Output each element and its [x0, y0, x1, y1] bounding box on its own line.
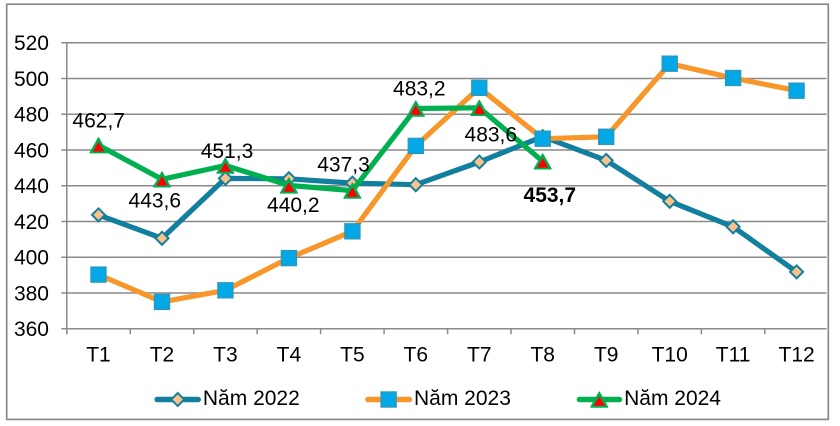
svg-text:Năm 2024: Năm 2024 [624, 387, 721, 410]
svg-text:480: 480 [14, 104, 49, 127]
svg-text:400: 400 [14, 247, 49, 270]
svg-text:T11: T11 [716, 344, 751, 367]
svg-text:440: 440 [14, 175, 49, 198]
svg-text:483,6: 483,6 [465, 124, 518, 147]
svg-text:T7: T7 [467, 344, 492, 367]
svg-text:453,7: 453,7 [524, 184, 577, 207]
svg-text:462,7: 462,7 [72, 110, 125, 133]
svg-text:440,2: 440,2 [267, 194, 320, 217]
svg-text:T6: T6 [404, 344, 429, 367]
svg-text:T3: T3 [213, 344, 238, 367]
svg-text:500: 500 [14, 68, 49, 91]
svg-text:460: 460 [14, 139, 49, 162]
svg-text:Năm 2023: Năm 2023 [414, 387, 511, 410]
svg-text:T8: T8 [530, 344, 555, 367]
svg-text:T5: T5 [340, 344, 365, 367]
svg-text:451,3: 451,3 [201, 140, 254, 163]
svg-text:T2: T2 [150, 344, 175, 367]
svg-text:443,6: 443,6 [129, 189, 182, 212]
svg-text:T12: T12 [779, 344, 815, 367]
svg-text:520: 520 [14, 32, 49, 55]
svg-text:T4: T4 [277, 344, 302, 367]
svg-text:483,2: 483,2 [393, 77, 446, 100]
svg-text:437,3: 437,3 [317, 154, 370, 177]
svg-text:T9: T9 [594, 344, 619, 367]
svg-text:Năm 2022: Năm 2022 [203, 387, 300, 410]
svg-text:380: 380 [14, 282, 49, 305]
svg-text:360: 360 [14, 318, 49, 341]
svg-text:420: 420 [14, 211, 49, 234]
svg-text:T10: T10 [652, 344, 688, 367]
svg-text:T1: T1 [86, 344, 111, 367]
